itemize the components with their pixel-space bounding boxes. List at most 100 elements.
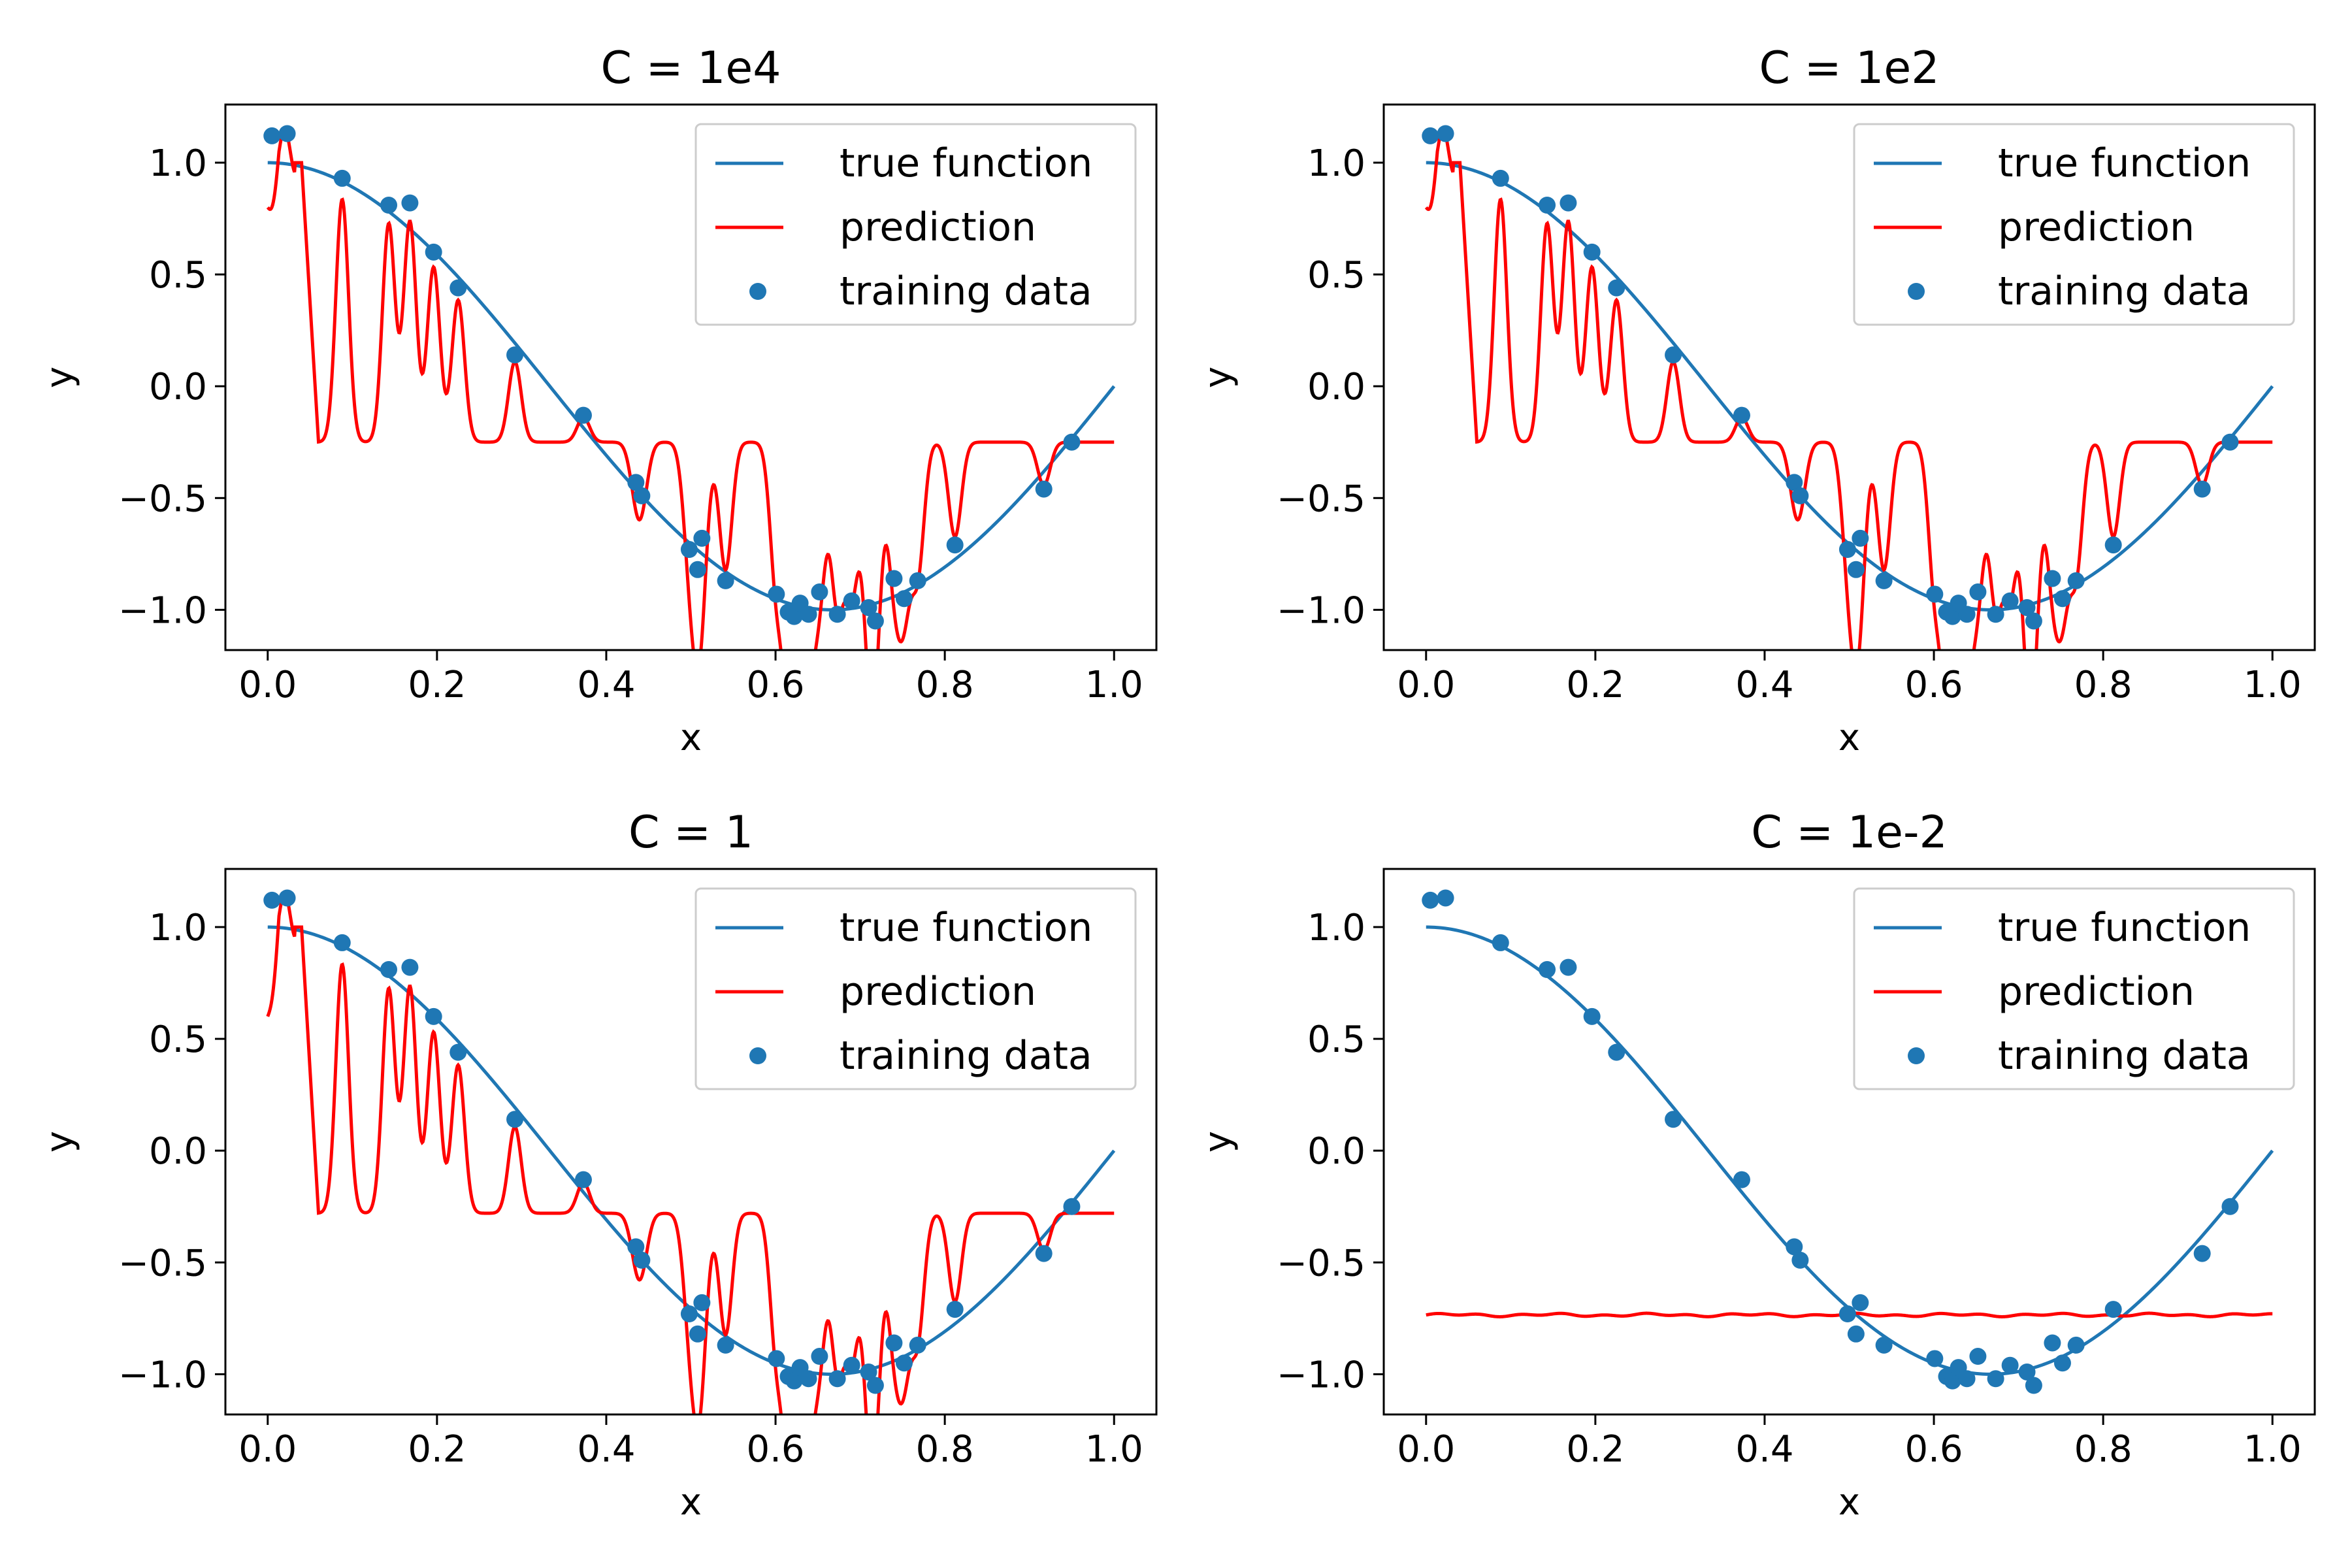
training-data-point: [1665, 346, 1682, 364]
training-data-point: [1786, 474, 1803, 491]
training-data-point: [828, 606, 846, 623]
training-data-point: [946, 536, 964, 554]
training-data-point: [1437, 125, 1454, 142]
training-data-point: [860, 598, 877, 616]
legend-entry-label: prediction: [1998, 204, 2195, 250]
x-tick-label: 0.0: [238, 664, 297, 706]
axes-frame: [224, 868, 1158, 1416]
x-tick-label: 0.4: [577, 1428, 635, 1471]
training-data-point: [895, 1354, 913, 1372]
training-data-point: [1608, 279, 1625, 297]
training-data-point: [885, 1334, 903, 1352]
legend-entry-label: prediction: [840, 969, 1036, 1015]
training-data-point: [1791, 1251, 1809, 1269]
training-data-point: [449, 1043, 467, 1061]
x-tick-label: 0.4: [1735, 1428, 1793, 1471]
training-data-point: [2001, 1356, 2019, 1374]
training-data-point: [1958, 1370, 1976, 1388]
y-tick-label: −0.5: [118, 1242, 207, 1284]
prediction-line: [266, 891, 1115, 1414]
y-tick-label: 0.5: [1307, 1019, 1365, 1061]
training-data-point: [1926, 1350, 1944, 1367]
training-data-point: [785, 1372, 803, 1390]
training-data-point: [263, 127, 281, 144]
training-data-point: [2044, 1334, 2061, 1352]
training-data-point: [800, 1370, 817, 1388]
training-data-point: [1035, 1245, 1053, 1262]
legend-entry-label: true function: [1998, 140, 2251, 186]
plot-area: [263, 125, 1116, 650]
training-data-point: [425, 243, 442, 261]
training-data-point: [1063, 433, 1081, 451]
chart-title: C = 1e-2: [1751, 807, 1948, 858]
x-tick-label: 1.0: [1085, 664, 1143, 706]
y-axis-label: y: [39, 1131, 81, 1152]
x-tick-label: 0.0: [1397, 664, 1455, 706]
x-tick-label: 0.2: [408, 1428, 466, 1471]
plot-area: [1422, 889, 2274, 1394]
legend-box: [1853, 123, 2295, 326]
training-data-point: [866, 1377, 884, 1394]
y-tick-label: 1.0: [149, 907, 207, 949]
training-data-point: [1665, 1111, 1682, 1128]
training-data-point: [278, 125, 296, 142]
training-data-point: [1838, 1305, 1856, 1323]
training-data-point: [2221, 433, 2239, 451]
training-data-point: [333, 169, 351, 187]
x-tick-label: 0.6: [1905, 664, 1963, 706]
training-data-point: [2025, 1377, 2042, 1394]
training-data-point: [1926, 585, 1944, 603]
training-data-point: [1437, 889, 1454, 907]
legend-swatch-training-data: [1908, 283, 1925, 300]
training-data-point: [2104, 536, 2122, 554]
training-data-point: [1852, 1294, 1869, 1311]
training-data-point: [1791, 487, 1809, 504]
training-data-point: [1583, 1007, 1601, 1025]
training-data-point: [380, 196, 398, 214]
training-data-point: [1875, 1336, 1893, 1354]
x-tick-label: 0.6: [747, 1428, 805, 1471]
legend-entry-label: training data: [840, 1033, 1092, 1079]
training-data-point: [2067, 1336, 2085, 1354]
training-data-point: [2001, 592, 2019, 610]
legend-entry-label: prediction: [1998, 969, 2195, 1015]
training-data-point: [1560, 194, 1577, 212]
chart-panel-2: 0.0 0.2 0.4 0.6 0.8 1.0 −1.0 −0.5 0.0 0.5 1.0 x y C =…: [1197, 42, 2316, 759]
y-tick-label: −0.5: [1277, 478, 1365, 520]
training-data-point: [2018, 1363, 2036, 1380]
x-axis-label: x: [680, 717, 702, 759]
chart-title: C = 1: [629, 807, 753, 858]
training-data-point: [946, 1301, 964, 1318]
plot-area: [1422, 125, 2274, 650]
training-data-point: [401, 194, 419, 212]
x-tick-label: 0.0: [238, 1428, 297, 1471]
legend-entry-label: true function: [1998, 905, 2251, 951]
legend-entry-label: prediction: [840, 204, 1036, 250]
y-tick-label: −1.0: [118, 589, 207, 632]
training-data-point: [1539, 960, 1556, 978]
training-data-point: [627, 474, 645, 491]
training-data-point: [689, 561, 706, 578]
training-data-point: [449, 279, 467, 297]
training-data-point: [1560, 958, 1577, 976]
x-tick-label: 1.0: [1085, 1428, 1143, 1471]
y-tick-label: 0.5: [149, 1019, 207, 1061]
chart-title: C = 1e4: [600, 42, 781, 94]
axes-frame: [1382, 868, 2316, 1416]
training-data-point: [909, 572, 926, 589]
training-data-point: [1539, 196, 1556, 214]
training-data-point: [633, 487, 651, 504]
training-data-point: [680, 1305, 698, 1323]
x-tick-label: 0.4: [577, 664, 635, 706]
x-tick-label: 0.8: [2074, 1428, 2132, 1471]
x-tick-label: 0.2: [1566, 664, 1624, 706]
training-data-point: [401, 958, 419, 976]
training-data-point: [1492, 934, 1509, 951]
training-data-point: [574, 406, 592, 424]
training-data-point: [2193, 480, 2211, 498]
chart-panel-3: 0.0 0.2 0.4 0.6 0.8 1.0 −1.0 −0.5 0.0 0.5 1.0 x y C =…: [39, 807, 1158, 1524]
x-tick-label: 0.2: [1566, 1428, 1624, 1471]
training-data-point: [633, 1251, 651, 1269]
x-tick-label: 1.0: [2244, 664, 2302, 706]
